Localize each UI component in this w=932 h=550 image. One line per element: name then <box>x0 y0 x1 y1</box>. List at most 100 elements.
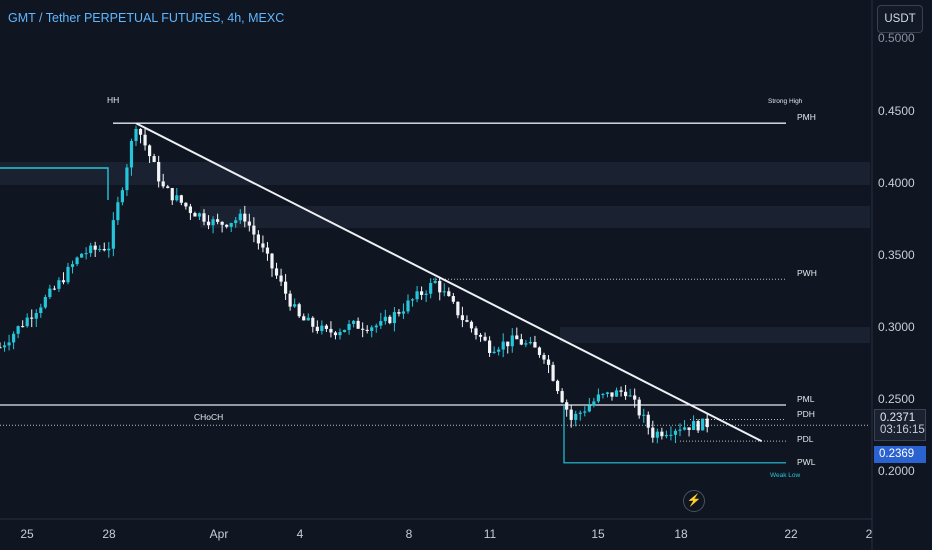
candle-body-46 <box>206 221 211 226</box>
candle-body-71 <box>320 325 324 332</box>
candle-body-51 <box>229 223 233 227</box>
candle-body-133 <box>601 393 605 395</box>
candle-body-91 <box>410 299 415 301</box>
candle-body-68 <box>306 317 310 321</box>
pml-label: PML <box>797 394 815 404</box>
candle-body-77 <box>347 323 351 330</box>
candle-body-50 <box>225 224 229 227</box>
candle-body-98 <box>442 291 446 293</box>
time-label-28: 28 <box>102 527 116 541</box>
candle-body-75 <box>338 332 342 336</box>
candle-body-122 <box>551 364 555 381</box>
candle-body-20 <box>89 245 93 254</box>
candle-body-65 <box>293 304 297 307</box>
candle-body-24 <box>107 248 111 251</box>
candle-body-83 <box>374 325 378 328</box>
candle-body-139 <box>628 395 632 397</box>
last-price-value: 0.2371 <box>880 412 916 424</box>
strong-high-label: Strong High <box>768 98 803 105</box>
candle-body-156 <box>705 418 709 428</box>
candle-body-58 <box>261 243 265 248</box>
candle-body-89 <box>401 311 406 314</box>
candle-body-64 <box>288 293 292 307</box>
candle-body-100 <box>451 296 455 302</box>
current-price-badge: 0.2369 <box>874 446 926 463</box>
time-label-22: 22 <box>784 527 798 541</box>
candle-body-90 <box>406 300 410 312</box>
candle-body-7 <box>30 317 34 319</box>
price-label-0-20: 0.2000 <box>878 464 915 478</box>
candle-body-37 <box>166 186 170 189</box>
time-label-2: 2 <box>865 527 873 541</box>
candle-body-84 <box>379 321 383 326</box>
candle-body-131 <box>592 401 596 406</box>
candle-body-62 <box>279 275 283 282</box>
candle-body-32 <box>143 134 147 146</box>
candle-body-118 <box>533 342 537 348</box>
candle-body-33 <box>148 145 152 157</box>
candle-body-56 <box>252 225 256 235</box>
candle-body-22 <box>98 249 102 251</box>
candle-body-47 <box>211 219 215 226</box>
candle-body-29 <box>129 140 134 168</box>
time-label-11: 11 <box>483 527 497 541</box>
candle-body-54 <box>243 213 247 222</box>
candle-body-97 <box>438 280 442 293</box>
candle-body-130 <box>587 405 591 412</box>
candle-body-145 <box>655 431 659 438</box>
candle-body-136 <box>614 390 619 397</box>
price-label-top: 0.5000 <box>878 31 915 45</box>
candle-body-88 <box>397 312 401 314</box>
candle-body-25 <box>111 220 115 249</box>
candle-body-85 <box>383 316 387 322</box>
candle-body-45 <box>202 213 206 222</box>
candle-body-49 <box>220 221 224 225</box>
candle-body-105 <box>474 328 478 335</box>
zone-band-0 <box>0 162 870 185</box>
candle-body-60 <box>270 253 274 269</box>
pwh-label: PWH <box>797 268 817 278</box>
candle-body-52 <box>234 220 238 224</box>
candle-body-127 <box>574 413 578 420</box>
candle-body-104 <box>469 321 474 329</box>
bar-countdown: 03:16:15 <box>880 424 925 436</box>
candle-body-16 <box>70 264 75 267</box>
candle-body-147 <box>664 435 668 437</box>
candle-body-28 <box>125 167 129 191</box>
candle-body-117 <box>528 342 532 344</box>
candle-body-119 <box>537 347 542 355</box>
candle-body-66 <box>297 304 301 317</box>
candle-body-115 <box>519 339 523 345</box>
candle-body-94 <box>424 293 428 295</box>
candle-body-113 <box>510 335 514 347</box>
candle-body-87 <box>392 312 396 324</box>
candle-body-150 <box>678 429 682 431</box>
zone-band-1 <box>200 206 870 228</box>
candle-body-67 <box>302 316 306 321</box>
candle-body-106 <box>478 334 483 337</box>
candle-body-5 <box>21 326 25 328</box>
candle-body-34 <box>152 156 156 162</box>
candle-body-99 <box>447 291 451 297</box>
candle-body-26 <box>116 202 120 221</box>
candle-body-10 <box>43 297 47 308</box>
candle-body-72 <box>324 325 328 329</box>
lightning-circle-icon[interactable]: ⚡ <box>683 490 705 512</box>
candle-body-79 <box>356 320 360 329</box>
candle-body-23 <box>102 249 106 251</box>
candle-body-101 <box>456 301 460 316</box>
time-label-25: 25 <box>20 527 34 541</box>
candle-body-107 <box>483 336 487 341</box>
candle-body-38 <box>170 188 174 201</box>
pmh-label: PMH <box>797 112 816 122</box>
candle-body-36 <box>161 181 165 187</box>
candle-body-42 <box>188 206 192 214</box>
trendline <box>135 122 763 443</box>
currency-button[interactable]: USDT <box>877 5 923 33</box>
candle-body-142 <box>642 414 646 416</box>
time-label-4: 4 <box>296 527 304 541</box>
candle-body-57 <box>256 234 260 244</box>
candle-body-19 <box>84 253 88 255</box>
